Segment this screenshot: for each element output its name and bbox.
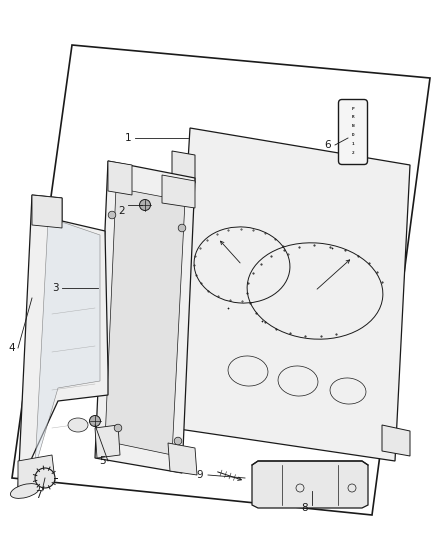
Polygon shape: [95, 161, 195, 473]
Polygon shape: [382, 425, 410, 456]
Text: 4: 4: [9, 343, 15, 353]
Text: D: D: [352, 133, 354, 137]
Polygon shape: [32, 195, 62, 228]
Circle shape: [89, 416, 100, 426]
Text: 3: 3: [52, 283, 58, 293]
Circle shape: [114, 424, 122, 432]
Text: N: N: [352, 124, 354, 128]
Text: 7: 7: [35, 490, 41, 500]
Text: 6: 6: [325, 140, 331, 150]
Text: R: R: [352, 115, 354, 119]
Polygon shape: [172, 151, 195, 183]
Polygon shape: [35, 221, 100, 468]
Polygon shape: [95, 425, 120, 458]
Polygon shape: [168, 443, 197, 475]
Circle shape: [174, 437, 182, 445]
Ellipse shape: [11, 483, 39, 498]
Circle shape: [35, 468, 55, 488]
Text: 1: 1: [352, 142, 354, 146]
Polygon shape: [162, 175, 195, 208]
Text: 2: 2: [119, 206, 125, 216]
Ellipse shape: [68, 418, 88, 432]
Text: 8: 8: [302, 503, 308, 513]
Text: 2: 2: [352, 150, 354, 155]
Text: 5: 5: [99, 456, 105, 466]
Circle shape: [139, 199, 151, 211]
Polygon shape: [108, 161, 132, 195]
Text: 9: 9: [197, 470, 203, 480]
Polygon shape: [18, 195, 108, 488]
Text: 1: 1: [125, 133, 131, 143]
Text: P: P: [352, 107, 354, 110]
Circle shape: [178, 224, 186, 232]
Polygon shape: [105, 188, 185, 455]
Circle shape: [108, 211, 116, 219]
Polygon shape: [172, 128, 410, 461]
Polygon shape: [18, 455, 55, 488]
Polygon shape: [252, 461, 368, 508]
FancyBboxPatch shape: [339, 100, 367, 165]
